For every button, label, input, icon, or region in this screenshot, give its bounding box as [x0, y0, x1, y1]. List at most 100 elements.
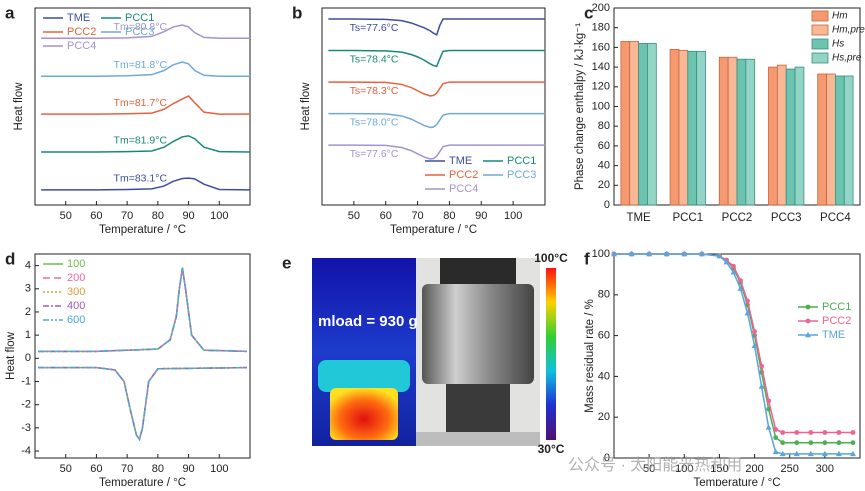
peak-annotation: Ts=78.4°C: [350, 53, 399, 65]
x-tick-label: 70: [411, 210, 423, 222]
bar: [826, 73, 836, 206]
peak-annotation: Ts=78.0°C: [350, 116, 399, 128]
data-point: [759, 363, 764, 369]
data-point: [773, 427, 779, 432]
legend-label: TME: [449, 155, 472, 167]
x-tick-label: 60: [90, 210, 102, 222]
legend-marker: [805, 318, 811, 324]
x-tick-label: 200: [745, 463, 763, 475]
data-point: [744, 309, 751, 316]
y-tick-label: 100: [592, 248, 610, 260]
bar: [785, 68, 796, 206]
series-line: [41, 135, 251, 153]
peak-annotation: Ts=77.6°C: [350, 22, 399, 34]
data-point: [836, 440, 842, 446]
series-line: [41, 61, 250, 77]
series-line: [614, 253, 853, 455]
y-tick-label: 80: [598, 289, 610, 301]
peak-annotation: Tm=81.9°C: [114, 135, 168, 147]
panel-label: d: [5, 249, 15, 268]
peak-annotation: Tm=81.8°C: [114, 59, 168, 71]
data-point: [793, 450, 800, 457]
bar: [718, 56, 729, 206]
bar: [776, 64, 787, 206]
series-line: [614, 253, 853, 444]
legend-label: TME: [822, 329, 845, 341]
legend-label: 600: [67, 314, 85, 326]
x-tick-label: PCC3: [771, 212, 802, 224]
y-tick-label: 1: [25, 329, 31, 341]
x-tick-label: 70: [121, 463, 133, 475]
series-line: [328, 81, 545, 97]
series-line: [41, 95, 250, 115]
peak-annotation: Tm=80.8°C: [114, 21, 168, 33]
x-tick-label: 100: [504, 210, 522, 222]
y-tick-label: 80: [598, 120, 610, 132]
data-point: [850, 430, 856, 435]
data-point: [681, 250, 688, 257]
series-line: [41, 24, 250, 40]
photo-cylinder: [422, 284, 534, 384]
axes-frame: [34, 7, 251, 206]
data-point: [772, 448, 779, 455]
panel-label: f: [584, 249, 590, 268]
thermal-sample: [330, 388, 398, 440]
legend-label: 400: [67, 300, 85, 312]
bar: [647, 43, 657, 206]
y-tick-label: 60: [598, 140, 610, 152]
x-tick-label: PCC4: [820, 212, 851, 224]
x-tick-label: TME: [626, 212, 651, 224]
x-axis-title: Temperature / °C: [693, 477, 780, 486]
legend-swatch: [811, 10, 829, 22]
y-tick-label: 120: [592, 81, 610, 93]
data-point: [836, 430, 842, 435]
photo-base: [416, 432, 540, 446]
panel-label: a: [5, 3, 15, 22]
colorbar-label: 30°C: [538, 442, 565, 456]
data-point: [663, 250, 670, 257]
data-point: [822, 440, 828, 446]
series-line: [328, 144, 545, 160]
photo-press: [440, 258, 516, 286]
legend-label: PCC3: [125, 26, 154, 38]
x-tick-label: PCC1: [672, 212, 703, 224]
data-point: [794, 440, 800, 446]
thermal-photo: [312, 258, 556, 446]
peak-annotation: Tm=83.1°C: [114, 173, 168, 185]
x-tick-label: 80: [152, 210, 164, 222]
data-point: [849, 450, 856, 457]
data-point: [808, 430, 814, 435]
y-tick-label: -2: [21, 399, 31, 411]
x-tick-label: 70: [121, 210, 133, 222]
data-point: [628, 250, 635, 257]
x-tick-label: 90: [182, 463, 194, 475]
y-tick-label: 180: [592, 22, 610, 34]
y-tick-label: 60: [598, 330, 610, 342]
x-tick-label: 90: [475, 210, 487, 222]
y-tick-label: 20: [598, 179, 610, 191]
data-point: [751, 342, 758, 348]
colorbar: [546, 268, 556, 440]
bar: [768, 66, 778, 206]
y-tick-label: 140: [592, 61, 610, 73]
legend-label: PCC2: [67, 26, 96, 38]
series-line: [614, 253, 853, 434]
x-tick-label: 50: [60, 463, 72, 475]
legend-label: Hm: [832, 11, 848, 22]
axes-frame: [321, 7, 546, 206]
y-tick-label: 0: [25, 352, 31, 364]
x-tick-label: 60: [90, 463, 102, 475]
data-point: [752, 329, 757, 334]
legend-label: Hm,pre: [832, 25, 865, 36]
data-point: [646, 250, 653, 257]
series-line: [328, 112, 545, 129]
bar: [687, 50, 698, 206]
series-line: [38, 267, 247, 442]
data-point: [611, 250, 617, 257]
x-tick-label: 100: [210, 463, 228, 475]
x-axis-title: Temperature / °C: [99, 477, 186, 486]
y-axis-title: Heat flow: [13, 82, 25, 131]
data-point: [745, 298, 750, 304]
legend-label: PCC2: [449, 169, 478, 181]
legend-swatch: [811, 38, 829, 50]
